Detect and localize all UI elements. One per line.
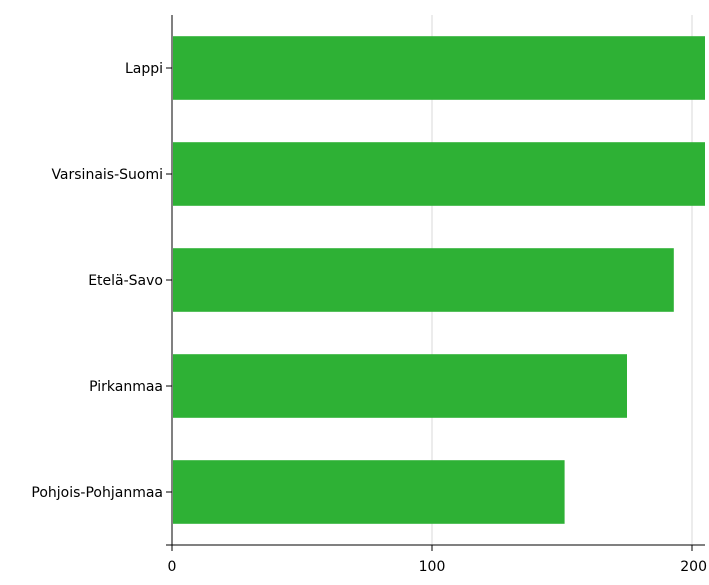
x-tick-label: 0 [168, 559, 177, 575]
x-tick-label: 200 [680, 559, 707, 575]
axes [166, 15, 705, 551]
x-tick-labels: 0 100 200 [168, 559, 707, 575]
y-tick-label: Etelä-Savo [88, 273, 163, 289]
bar-pohjois-pohjanmaa [173, 460, 565, 524]
bar-lappi [173, 36, 705, 100]
bars [173, 36, 705, 524]
y-tick-label: Pohjois-Pohjanmaa [31, 485, 163, 501]
x-tick-label: 100 [419, 559, 446, 575]
bar-pirkanmaa [173, 354, 627, 418]
bar-varsinais-suomi [173, 142, 705, 206]
y-tick-label: Lappi [125, 61, 163, 77]
y-tick-label: Pirkanmaa [89, 379, 163, 395]
y-tick-labels: Lappi Varsinais-Suomi Etelä-Savo Pirkanmaa P… [31, 61, 163, 501]
bar-etel-savo [173, 248, 674, 312]
y-tick-label: Varsinais-Suomi [51, 167, 163, 183]
